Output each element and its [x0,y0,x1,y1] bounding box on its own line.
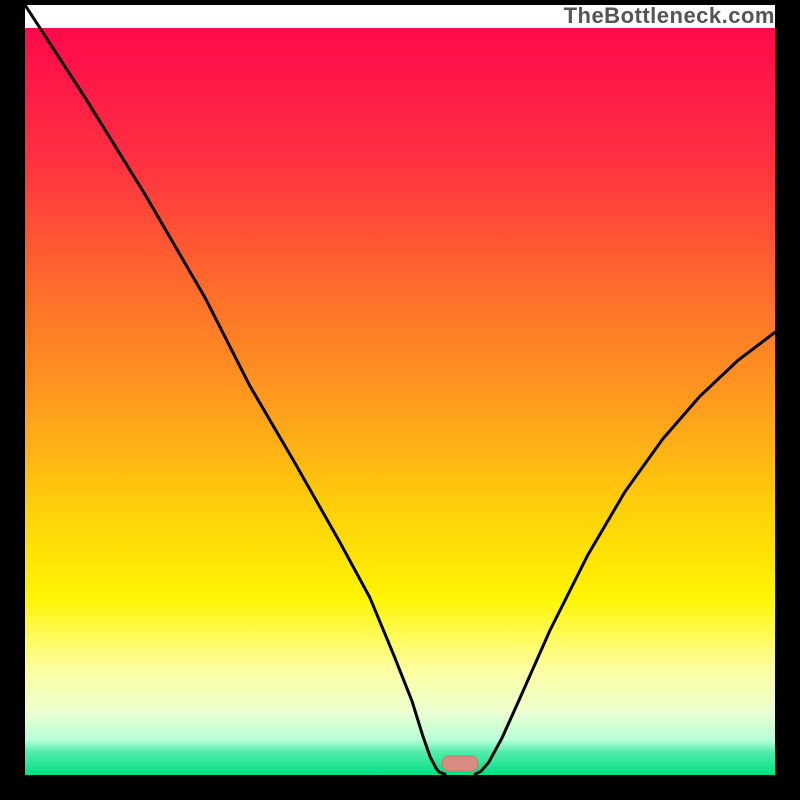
chart-stage: TheBottleneck.com [0,0,800,800]
source-watermark: TheBottleneck.com [564,3,775,29]
chart-frame [0,0,800,800]
